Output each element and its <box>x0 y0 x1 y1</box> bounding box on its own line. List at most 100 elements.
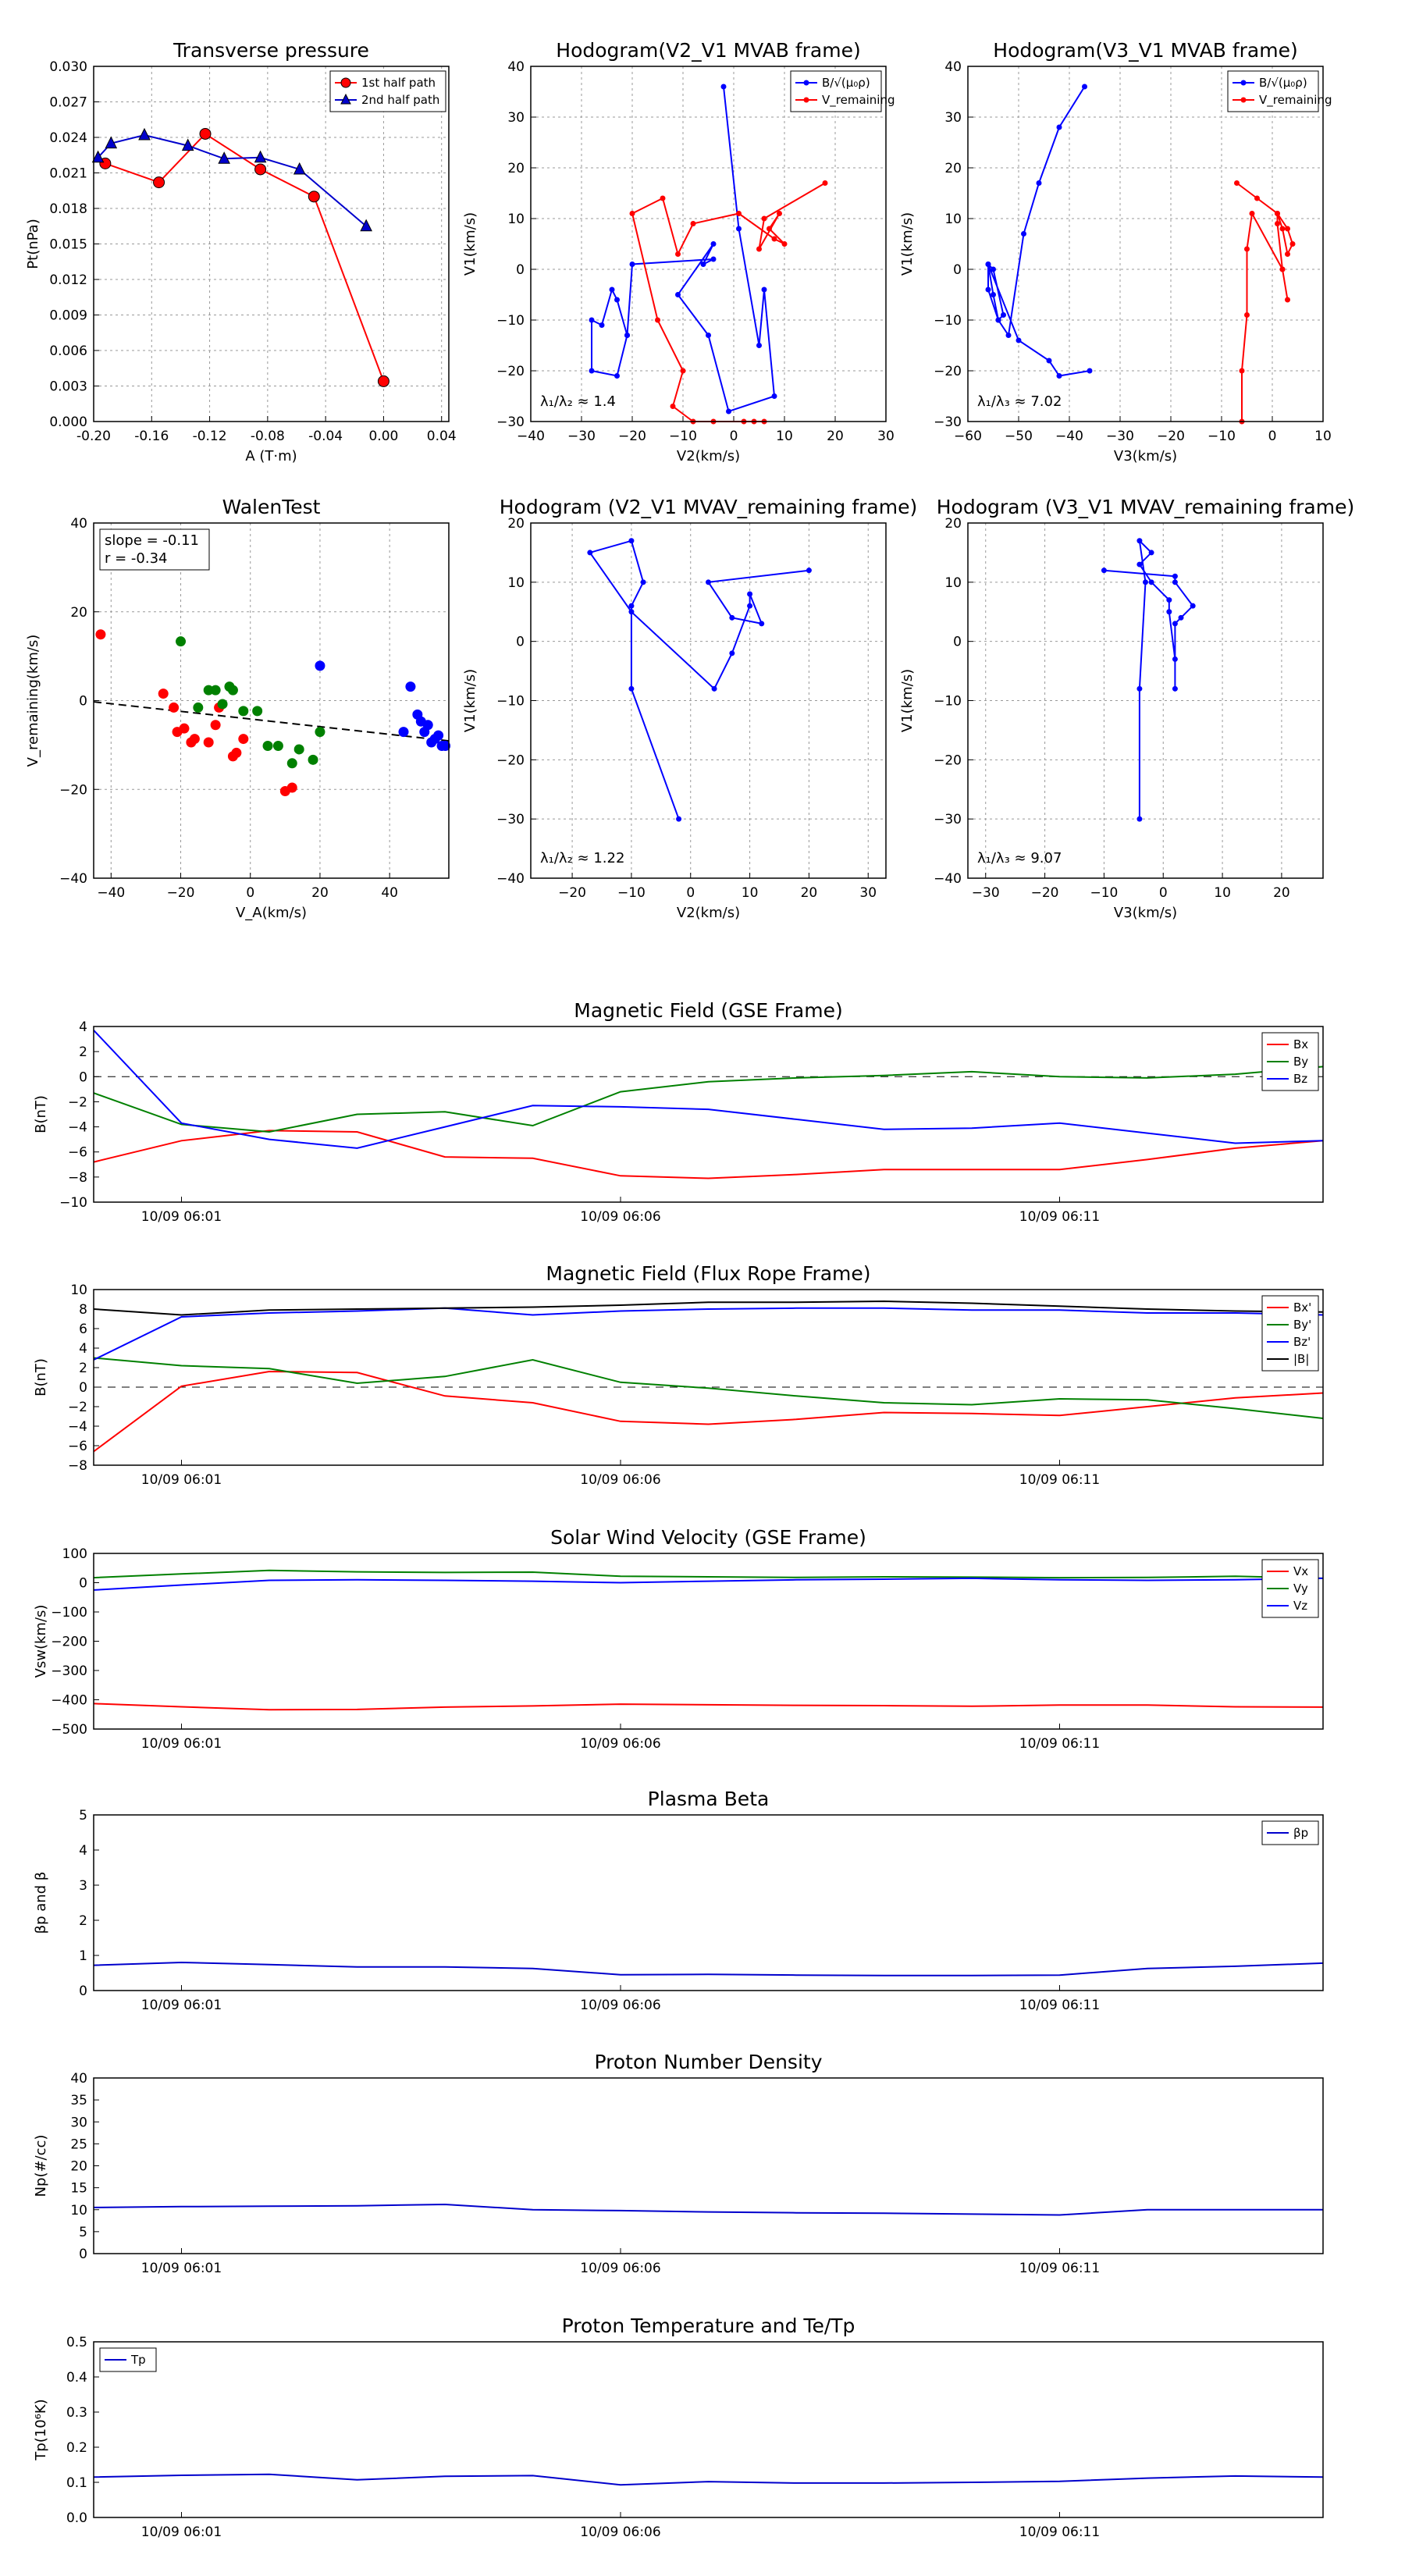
mag_gse-ytick-label: −4 <box>68 1120 87 1136</box>
beta-ytick-label: 0 <box>79 1984 87 1999</box>
np-ytick-label: 5 <box>79 2225 87 2240</box>
np-xtick-label: 10/09 06:01 <box>141 2261 222 2276</box>
h2-xtick-label: 10 <box>1314 429 1332 444</box>
beta-frame <box>93 1814 1324 1991</box>
h1-point <box>761 286 767 293</box>
mag_gse-ytick-label: 2 <box>79 1044 87 1060</box>
mag_gse-title: Magnetic Field (GSE Frame) <box>574 999 842 1022</box>
beta-ytick-label: 2 <box>79 1913 87 1929</box>
h2-point <box>1239 368 1245 374</box>
h1-point <box>822 180 828 186</box>
h4-point <box>1166 597 1172 603</box>
walen-stats-box <box>99 528 210 571</box>
h4-ytick-label: 20 <box>944 516 962 532</box>
mag_fr-series-2-line <box>93 1307 1324 1361</box>
h4-annotation: λ₁/λ₃ ≈ 9.07 <box>977 850 1062 866</box>
h1-xtick-label: 0 <box>730 429 738 444</box>
walen-xlabel: V_A(km/s) <box>236 905 307 921</box>
vel-xtick-label: 10/09 06:06 <box>580 1736 660 1752</box>
np-ytick-label: 15 <box>70 2181 87 2197</box>
tp_temp-xtick-label: 10/09 06:01 <box>141 2524 222 2540</box>
h2-xtick-label: −30 <box>1106 429 1134 444</box>
walen-stat-1: r = -0.34 <box>105 550 168 567</box>
h1-point <box>777 211 782 216</box>
walen-point <box>293 744 304 755</box>
h4-ytick-label: −10 <box>934 694 962 710</box>
mag_gse-frame <box>93 1026 1324 1203</box>
h3-chart: Hodogram (V2_V1 MVAV_remaining frame) −40… <box>462 496 917 921</box>
h3-point <box>759 621 765 627</box>
walen-title: WalenTest <box>222 496 321 518</box>
tp-legend-marker <box>340 77 351 88</box>
np-ytick-label: 20 <box>70 2159 87 2175</box>
h2-legend-label: B/√(μ₀ρ) <box>1259 76 1307 90</box>
mag_fr-frame <box>93 1289 1324 1466</box>
h3-point <box>628 685 635 692</box>
h3-xtick-label: −10 <box>617 885 646 901</box>
tp_temp-ytick-label: 0.1 <box>66 2475 87 2491</box>
tp-ytick-label: 0.027 <box>49 95 87 111</box>
h4-xlabel: V3(km/s) <box>1114 905 1177 921</box>
h1-xtick-label: 20 <box>827 429 844 444</box>
h2-point <box>1001 312 1006 318</box>
h2-ytick-label: 20 <box>944 161 962 176</box>
h1-point <box>599 322 605 328</box>
h2-point <box>1285 226 1290 232</box>
h2-point <box>1249 211 1255 216</box>
h2-point <box>1275 211 1280 216</box>
mag_gse-ytick-label: −2 <box>68 1094 87 1110</box>
h1-point <box>781 241 788 247</box>
h4-point <box>1148 579 1154 585</box>
h4-point <box>1190 603 1196 609</box>
h1-xtick-label: 30 <box>877 429 895 444</box>
walen-ytick-label: 40 <box>70 516 87 532</box>
h1-point <box>706 333 711 338</box>
h4-point <box>1136 816 1143 822</box>
h2-point <box>1285 251 1290 257</box>
mag_gse-series-0-line <box>93 1130 1324 1179</box>
tp-xtick-label: -0.04 <box>308 429 343 444</box>
vel-ytick-label: −300 <box>51 1663 87 1679</box>
tp-xtick-label: -0.16 <box>134 429 169 444</box>
mag_fr-ytick-label: −6 <box>68 1439 87 1454</box>
h4-ytick-label: 10 <box>944 575 962 591</box>
walen-frame <box>93 522 450 879</box>
np-ytick-label: 30 <box>70 2115 87 2130</box>
h2-point <box>1289 241 1296 247</box>
tp-legend-label: 1st half path <box>361 76 436 90</box>
h3-ylabel: V1(km/s) <box>462 669 478 732</box>
walen-xtick-label: 20 <box>311 885 329 901</box>
vel-ytick-label: −100 <box>51 1605 87 1621</box>
h4-point <box>1166 609 1172 615</box>
h4-xtick-label: 20 <box>1273 885 1290 901</box>
tp_temp-legend-label: Tp <box>130 2353 146 2367</box>
h1-point <box>589 368 595 374</box>
tp-xlabel: A (T·m) <box>245 448 297 464</box>
h1-legend <box>790 70 882 112</box>
h1-point <box>589 317 595 323</box>
np-frame <box>93 2077 1324 2254</box>
h1-point <box>690 221 696 226</box>
beta-xtick-label: 10/09 06:11 <box>1019 1998 1100 2013</box>
h3-xtick-label: 10 <box>742 885 759 901</box>
tp-point <box>293 162 306 175</box>
tp-series-0-line <box>105 133 385 382</box>
h4-title: Hodogram (V3_V1 MVAV_remaining frame) <box>937 496 1355 518</box>
walen-point <box>203 685 214 696</box>
walen-point <box>405 681 416 692</box>
walen-point <box>231 747 242 758</box>
walen-xtick-label: 0 <box>246 885 254 901</box>
walen-xtick-label: −40 <box>97 885 125 901</box>
h2-frame <box>967 66 1324 422</box>
h3-xtick-label: 0 <box>686 885 695 901</box>
walen-point <box>169 702 180 713</box>
tp-point <box>181 138 194 151</box>
h1-ytick-label: 30 <box>507 110 525 126</box>
h2-legend-marker <box>1240 80 1247 86</box>
mag_fr-ytick-label: 6 <box>79 1322 87 1337</box>
walen-point <box>210 720 221 731</box>
h1-point <box>720 84 727 90</box>
h1-point <box>756 343 762 348</box>
walen-point <box>158 688 169 699</box>
h3-ytick-label: 10 <box>507 575 525 591</box>
